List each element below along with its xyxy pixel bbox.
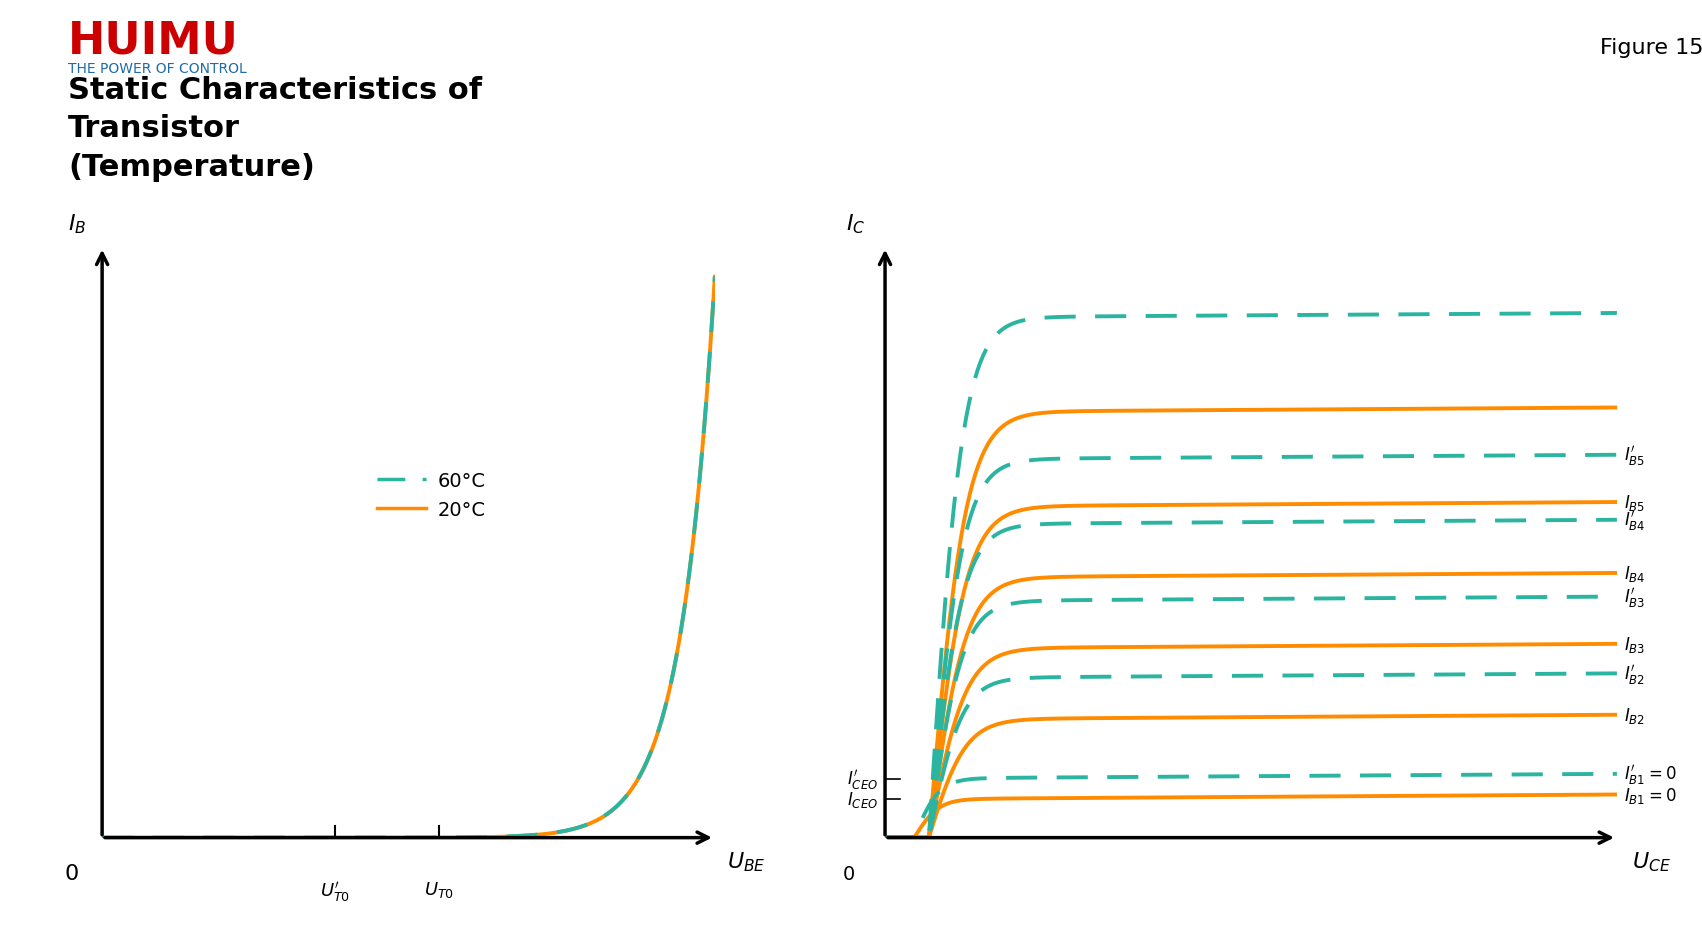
Text: $I_{B3}'$: $I_{B3}'$ (1624, 585, 1646, 609)
Text: $I_{B2}'$: $I_{B2}'$ (1624, 662, 1646, 685)
Text: $I_{B4}$: $I_{B4}$ (1624, 564, 1646, 584)
Text: $I_{CEO}$: $I_{CEO}$ (846, 789, 878, 809)
Text: $I_{B1}'=0$: $I_{B1}'=0$ (1624, 763, 1676, 786)
Text: $U_{BE}$: $U_{BE}$ (727, 849, 766, 873)
Text: $I_C$: $I_C$ (846, 212, 865, 236)
Text: $I_{B5}'$: $I_{B5}'$ (1624, 444, 1646, 467)
Text: 0: 0 (842, 863, 854, 883)
Text: $I_{CEO}'$: $I_{CEO}'$ (846, 766, 878, 791)
Text: $I_{B4}'$: $I_{B4}'$ (1624, 508, 1646, 532)
Text: Figure 15: Figure 15 (1600, 38, 1702, 58)
Text: 0: 0 (65, 863, 78, 883)
Text: Static Characteristics of
Transistor
(Temperature): Static Characteristics of Transistor (Te… (68, 76, 482, 182)
Text: $I_B$: $I_B$ (68, 212, 87, 236)
Text: $U_{T0}$: $U_{T0}$ (424, 879, 454, 899)
Text: THE POWER OF CONTROL: THE POWER OF CONTROL (68, 62, 247, 76)
Text: HUIMU: HUIMU (68, 19, 238, 62)
Text: $I_{B1}=0$: $I_{B1}=0$ (1624, 784, 1676, 804)
Text: $I_{B2}$: $I_{B2}$ (1624, 705, 1646, 725)
Text: $U_{T0}'$: $U_{T0}'$ (320, 879, 351, 903)
Text: $U_{CE}$: $U_{CE}$ (1632, 849, 1670, 873)
Text: $I_{B3}$: $I_{B3}$ (1624, 634, 1646, 654)
Text: $I_{B5}$: $I_{B5}$ (1624, 493, 1646, 513)
Legend: 60°C, 20°C: 60°C, 20°C (369, 464, 494, 527)
